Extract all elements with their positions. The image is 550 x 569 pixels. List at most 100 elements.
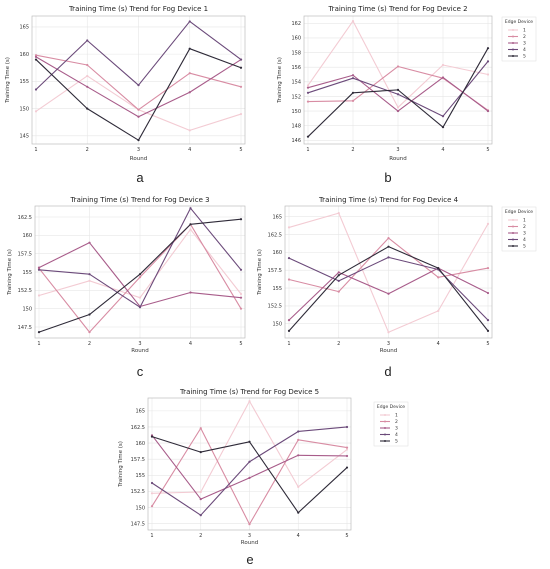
data-point [396,106,400,109]
data-point [199,497,202,501]
data-point [437,309,440,312]
data-point [337,279,340,283]
y-tick-label: 150 [19,106,29,112]
plot-frame [303,15,493,145]
legend-entry: 4 [395,432,398,438]
y-tick-label: 154 [291,80,301,86]
data-point [86,107,89,110]
y-tick-label: 155 [22,270,32,276]
data-point [306,84,310,87]
data-point [387,237,390,240]
data-point [239,58,243,61]
data-point [287,226,291,229]
data-point [189,207,192,210]
chart-panel-c: 1 2 3 4 5 147.5 150 152.5 155 157.5 160 162.5 Traini… [7,196,246,379]
chart-panel-e: 1 2 3 4 5147.5150152.5155157.5160162.5165Tra… [118,388,409,567]
legend-title: Edge Device [505,19,533,25]
y-tick-label: 162 [291,21,301,27]
data-point [396,65,400,68]
legend-entry: 1 [395,413,398,419]
x-tick-label: 5 [345,533,348,539]
x-tick-label: 5 [239,341,242,347]
data-point [351,91,355,94]
y-tick-label: 148 [291,124,301,130]
y-tick-label: 165 [135,409,145,415]
data-point [441,63,445,67]
data-point [34,88,38,91]
x-tick-label: 2 [337,341,340,347]
data-point [287,319,291,322]
data-point [34,54,38,57]
x-tick-label: 2 [351,147,354,153]
data-point [199,427,202,430]
data-point [199,450,202,454]
plot-frame [34,205,246,339]
legend-marker [512,225,514,228]
y-tick-label: 152 [291,94,301,100]
plot-frame [147,397,352,531]
data-point [88,313,91,316]
x-axis-label: Round [389,156,406,162]
data-point [387,331,390,334]
y-tick-label: 158 [291,50,301,56]
data-point [88,331,91,334]
data-point [188,72,191,75]
data-point [248,476,251,479]
x-tick-label: 2 [199,533,202,539]
y-tick-label: 147.5 [18,325,32,331]
legend-marker [512,219,514,221]
y-tick-label: 162.5 [268,232,282,238]
y-tick-label: 150 [135,505,145,511]
legend-marker [512,42,514,44]
data-point [297,511,300,514]
data-point [239,307,243,310]
y-tick-label: 150 [272,322,282,328]
data-point [239,296,243,299]
data-point [351,74,355,77]
y-tick-label: 147.5 [131,521,145,527]
data-point [486,319,490,322]
data-point [199,514,202,517]
data-point [486,47,490,50]
x-tick-label: 1 [34,147,37,153]
data-point [248,523,251,526]
plot-frame [31,15,246,145]
data-point [486,73,490,76]
y-axis-label: Training Time (s) [7,249,13,296]
data-point [306,91,310,94]
legend-marker [512,55,514,57]
data-point [396,88,400,91]
data-point [248,400,251,403]
data-point [306,100,310,103]
y-tick-label: 155 [19,79,29,85]
y-tick-label: 155 [135,473,145,479]
y-tick-label: 160 [19,52,29,58]
x-tick-label: 3 [387,341,390,347]
legend-marker [512,48,514,51]
data-point [150,492,154,495]
legend-marker [384,414,386,416]
data-point [86,74,89,78]
data-point [86,63,89,67]
data-point [88,241,91,244]
data-point [337,271,340,274]
legend-entry: 3 [523,41,526,47]
x-axis-label: Round [380,348,397,354]
data-point [486,109,490,113]
data-point [345,448,349,451]
x-tick-label: 4 [188,147,191,153]
data-point [137,84,140,87]
x-tick-label: 4 [441,147,444,153]
legend-marker [384,440,386,442]
data-point [306,135,310,138]
data-point [441,76,445,79]
y-axis-label: Training Time (s) [257,249,263,296]
x-tick-label: 3 [248,533,251,539]
data-point [306,86,310,89]
x-tick-label: 1 [306,147,309,153]
data-point [239,66,243,69]
x-tick-label: 4 [297,533,300,539]
data-point [287,329,291,332]
